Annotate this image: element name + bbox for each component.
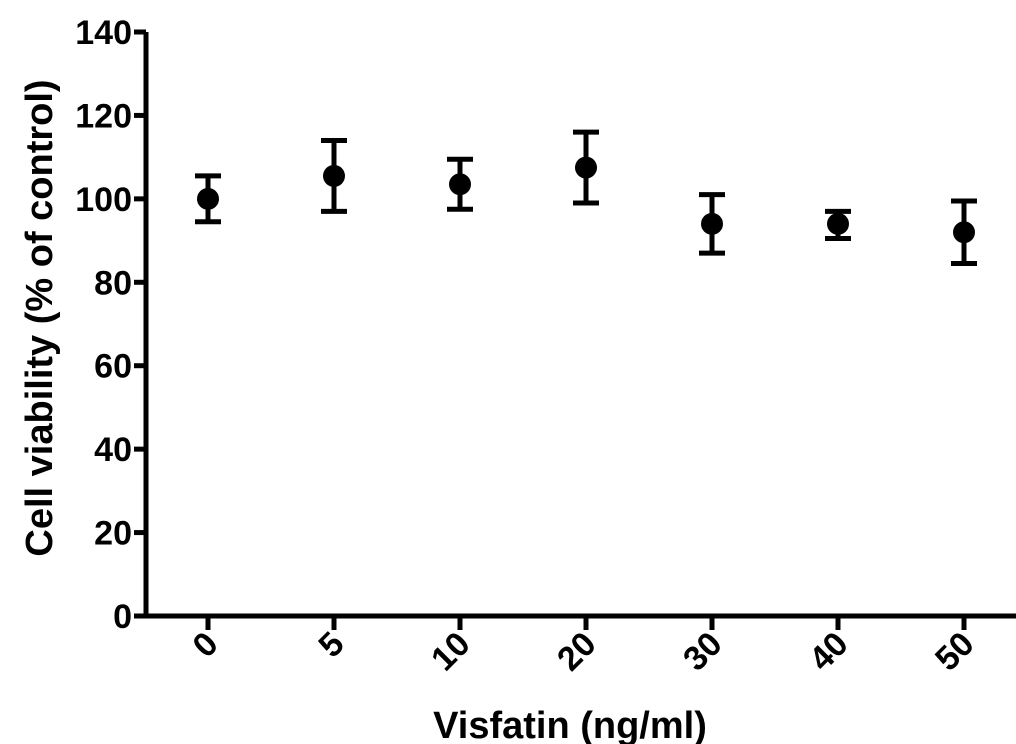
x-tick-label: 5 (311, 625, 351, 665)
y-tick-label: 60 (94, 348, 132, 386)
y-tick-label: 100 (75, 181, 132, 219)
x-axis-title: Visfatin (ng/ml) (433, 705, 707, 744)
y-tick-label: 20 (94, 515, 132, 553)
data-points (195, 129, 977, 267)
y-axis-title: Cell viability (% of control) (19, 79, 61, 556)
x-axis: 0 5 10 20 30 40 50 (143, 613, 1016, 679)
x-tick-label: 10 (424, 625, 478, 679)
x-tick-label: 40 (802, 625, 856, 679)
y-tick-label: 140 (75, 14, 132, 52)
data-point (323, 164, 345, 187)
data-point (449, 173, 471, 196)
data-point (197, 187, 219, 210)
x-tick-label: 50 (928, 625, 982, 679)
data-point (701, 212, 723, 235)
x-tick-label: 0 (185, 625, 225, 665)
data-point (953, 221, 975, 244)
data-point (827, 212, 849, 235)
y-tick-label: 80 (94, 264, 132, 302)
data-point (575, 156, 597, 179)
x-tick-label: 20 (550, 625, 604, 679)
x-tick-label: 30 (676, 625, 730, 679)
y-tick-label: 120 (75, 97, 132, 135)
y-axis: 0 20 40 60 80 100 120 140 (75, 14, 149, 636)
y-tick-label: 40 (94, 431, 132, 469)
y-tick-label: 0 (113, 598, 132, 636)
